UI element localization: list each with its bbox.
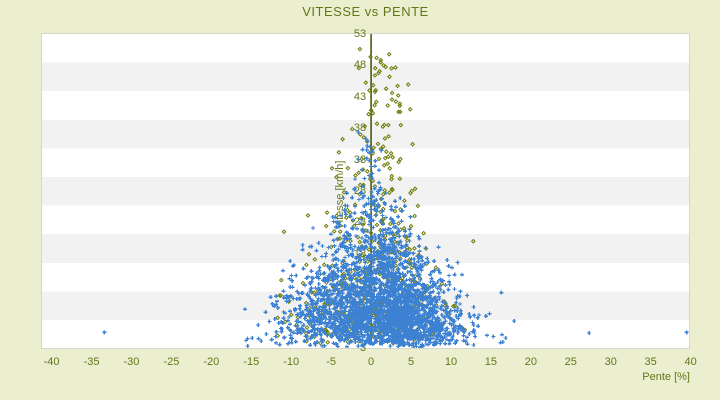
- x-tick-label: -20: [203, 356, 220, 368]
- x-tick-label: 20: [524, 356, 537, 368]
- x-tick-label: -15: [243, 356, 260, 368]
- x-tick-label: 15: [484, 356, 498, 368]
- x-tick-label: -40: [43, 356, 60, 368]
- x-tick-label: -10: [283, 356, 300, 368]
- scatter-canvas: [102, 34, 689, 348]
- plot-area: Vitesse [km/h] 53 48 43 38 33 28 23 18 13 8 3: [41, 28, 690, 354]
- x-tick-label: 30: [604, 356, 617, 368]
- x-tick-label: -5: [326, 356, 337, 368]
- x-tick-label: 35: [644, 356, 657, 368]
- x-axis-label: Pente [%]: [642, 371, 690, 383]
- series-blue-plus-markers: [102, 129, 689, 348]
- x-tick-label: 25: [564, 356, 577, 368]
- chart-title: VITESSE vs PENTE: [302, 4, 429, 19]
- x-tick-label: -35: [83, 356, 100, 368]
- x-tick-label: 40: [684, 356, 697, 368]
- x-tick-label: -30: [123, 356, 140, 368]
- x-tick-label: -25: [163, 356, 180, 368]
- x-tick-label: 10: [444, 356, 458, 368]
- x-tick-label: 0: [368, 356, 375, 368]
- x-tick-label: 5: [407, 356, 415, 368]
